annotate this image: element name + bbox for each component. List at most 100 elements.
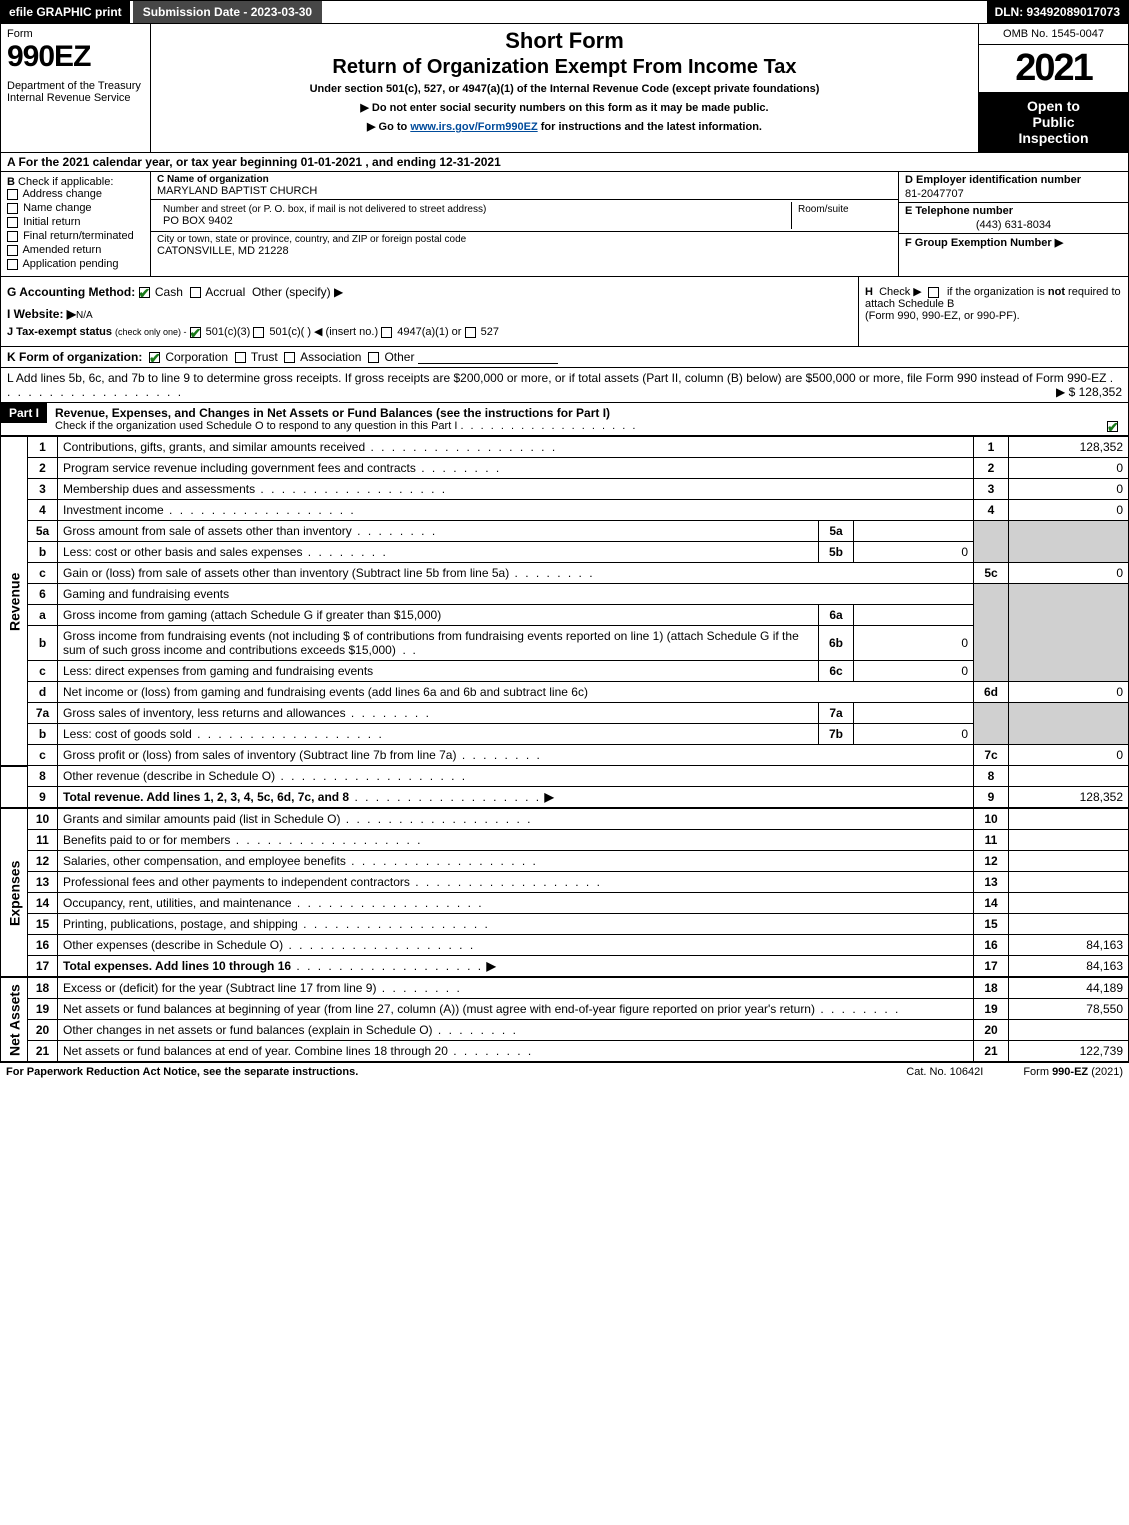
chk-accrual[interactable] xyxy=(190,287,201,298)
line-17: 17 Total expenses. Add lines 10 through … xyxy=(1,956,1129,977)
ln5c-desc: Gain or (loss) from sale of assets other… xyxy=(63,566,509,580)
chk-501c[interactable] xyxy=(253,327,264,338)
ln20-amt xyxy=(1009,1020,1129,1041)
ln6b-subval: 0 xyxy=(854,626,974,661)
ln7a-desc: Gross sales of inventory, less returns a… xyxy=(63,706,346,720)
irs-link[interactable]: www.irs.gov/Form990EZ xyxy=(410,121,537,133)
line-1: Revenue 1 Contributions, gifts, grants, … xyxy=(1,437,1129,458)
tax-year: 2021 xyxy=(979,45,1128,92)
h-text2: (Form 990, 990-EZ, or 990-PF). xyxy=(865,310,1122,322)
row-a-text: A For the 2021 calendar year, or tax yea… xyxy=(7,155,501,169)
chk-527[interactable] xyxy=(465,327,476,338)
note2-pre: ▶ Go to xyxy=(367,121,410,133)
header-left: Form 990EZ Department of the Treasury In… xyxy=(1,24,151,152)
chk-assoc[interactable] xyxy=(284,352,295,363)
chk-trust[interactable] xyxy=(235,352,246,363)
chk-initial[interactable]: Initial return xyxy=(7,216,144,228)
line-12: 12 Salaries, other compensation, and emp… xyxy=(1,851,1129,872)
ln12-desc: Salaries, other compensation, and employ… xyxy=(63,854,346,868)
chk-corp[interactable] xyxy=(149,352,160,363)
ln2-amt: 0 xyxy=(1009,458,1129,479)
tel-value: (443) 631-8034 xyxy=(905,219,1122,231)
ln3-desc: Membership dues and assessments xyxy=(63,482,255,496)
chk-schedule-o[interactable] xyxy=(1107,421,1118,432)
line-14: 14 Occupancy, rent, utilities, and maint… xyxy=(1,893,1129,914)
chk-4947[interactable] xyxy=(381,327,392,338)
street: PO BOX 9402 xyxy=(163,215,785,227)
line-2: 2 Program service revenue including gove… xyxy=(1,458,1129,479)
ln19-desc: Net assets or fund balances at beginning… xyxy=(63,1002,815,1016)
website-value: N/A xyxy=(76,310,93,321)
tel-cell: E Telephone number (443) 631-8034 xyxy=(899,203,1128,234)
ln6c-desc: Less: direct expenses from gaming and fu… xyxy=(63,664,373,678)
chk-name[interactable]: Name change xyxy=(7,202,144,214)
main-title: Return of Organization Exempt From Incom… xyxy=(159,56,970,79)
dept-label: Department of the Treasury xyxy=(7,80,144,92)
g-label: G Accounting Method: xyxy=(7,285,135,299)
chk-address[interactable]: Address change xyxy=(7,188,144,200)
chk-501c3[interactable] xyxy=(190,327,201,338)
b-subtitle: Check if applicable: xyxy=(18,176,113,188)
line-11: 11 Benefits paid to or for members 11 xyxy=(1,830,1129,851)
k-corp: Corporation xyxy=(165,350,228,364)
col-b: B Check if applicable: Address change Na… xyxy=(1,172,151,276)
row-a: A For the 2021 calendar year, or tax yea… xyxy=(0,153,1129,171)
b-label: B xyxy=(7,176,15,188)
grid-bcd: B Check if applicable: Address change Na… xyxy=(0,171,1129,277)
ln4-amt: 0 xyxy=(1009,500,1129,521)
line-18: Net Assets 18 Excess or (deficit) for th… xyxy=(1,978,1129,999)
chk-final[interactable]: Final return/terminated xyxy=(7,230,144,242)
city-cell: City or town, state or province, country… xyxy=(151,232,898,259)
ln13-amt xyxy=(1009,872,1129,893)
part1-subtitle: Check if the organization used Schedule … xyxy=(55,420,457,432)
ln15-desc: Printing, publications, postage, and shi… xyxy=(63,917,298,931)
ln18-amt: 44,189 xyxy=(1009,978,1129,999)
ln8-desc: Other revenue (describe in Schedule O) xyxy=(63,769,275,783)
grp-cell: F Group Exemption Number ▶ xyxy=(899,234,1128,251)
ln21-amt: 122,739 xyxy=(1009,1041,1129,1062)
chk-pending[interactable]: Application pending xyxy=(7,258,144,270)
ln16-amt: 84,163 xyxy=(1009,935,1129,956)
ein-cell: D Employer identification number 81-2047… xyxy=(899,172,1128,203)
ln2-desc: Program service revenue including govern… xyxy=(63,461,416,475)
j-opt4: 527 xyxy=(481,326,499,338)
line-5b: b Less: cost or other basis and sales ex… xyxy=(1,542,1129,563)
ln21-desc: Net assets or fund balances at end of ye… xyxy=(63,1044,448,1058)
ln6d-amt: 0 xyxy=(1009,682,1129,703)
inspection-box: Open to Public Inspection xyxy=(979,92,1128,152)
header-right: OMB No. 1545-0047 2021 Open to Public In… xyxy=(978,24,1128,152)
street-label: Number and street (or P. O. box, if mail… xyxy=(163,204,785,215)
omb-number: OMB No. 1545-0047 xyxy=(979,24,1128,45)
ln19-amt: 78,550 xyxy=(1009,999,1129,1020)
org-name-cell: C Name of organization MARYLAND BAPTIST … xyxy=(151,172,898,200)
chk-other-org[interactable] xyxy=(368,352,379,363)
line-6d: d Net income or (loss) from gaming and f… xyxy=(1,682,1129,703)
line-6a: a Gross income from gaming (attach Sched… xyxy=(1,605,1129,626)
revenue-sidelabel: Revenue xyxy=(1,437,28,766)
line-8: 8 Other revenue (describe in Schedule O)… xyxy=(1,766,1129,787)
ln1-amt: 128,352 xyxy=(1009,437,1129,458)
line-5c: c Gain or (loss) from sale of assets oth… xyxy=(1,563,1129,584)
line-10: Expenses 10 Grants and similar amounts p… xyxy=(1,809,1129,830)
section-l: L Add lines 5b, 6c, and 7b to line 9 to … xyxy=(0,368,1129,403)
note-link: ▶ Go to www.irs.gov/Form990EZ for instru… xyxy=(159,120,970,133)
ln17-desc: Total expenses. Add lines 10 through 16 xyxy=(63,959,291,973)
ln7a-subval xyxy=(854,703,974,724)
chk-schedule-b[interactable] xyxy=(928,287,939,298)
ln7b-desc: Less: cost of goods sold xyxy=(63,727,192,741)
chk-cash[interactable] xyxy=(139,287,150,298)
g-other: Other (specify) ▶ xyxy=(252,285,343,299)
line-7a: 7a Gross sales of inventory, less return… xyxy=(1,703,1129,724)
line-21: 21 Net assets or fund balances at end of… xyxy=(1,1041,1129,1062)
line-4: 4 Investment income 4 0 xyxy=(1,500,1129,521)
org-name: MARYLAND BAPTIST CHURCH xyxy=(157,185,892,197)
revenue-table: Revenue 1 Contributions, gifts, grants, … xyxy=(0,436,1129,808)
ln10-desc: Grants and similar amounts paid (list in… xyxy=(63,812,340,826)
i-label: I Website: ▶ xyxy=(7,307,76,321)
room-label: Room/suite xyxy=(798,204,886,215)
ln6b-sub: 6b xyxy=(819,626,854,661)
ln5c-amt: 0 xyxy=(1009,563,1129,584)
ln6c-subval: 0 xyxy=(854,661,974,682)
j-note: (check only one) - xyxy=(115,327,187,337)
chk-amended[interactable]: Amended return xyxy=(7,244,144,256)
